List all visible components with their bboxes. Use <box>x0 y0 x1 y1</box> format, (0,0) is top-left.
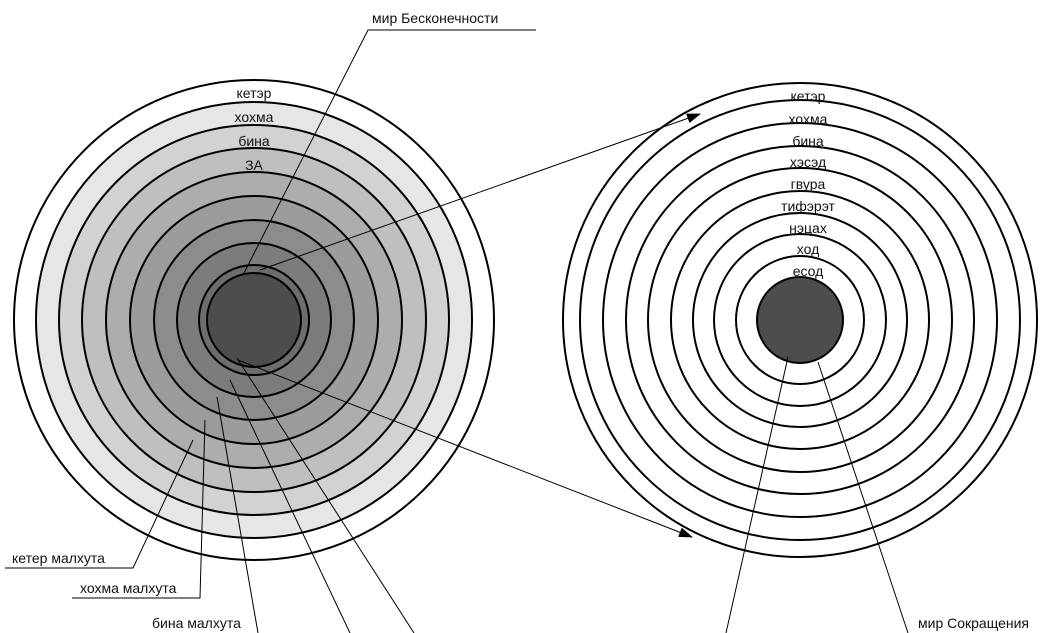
right-label-bina: бина <box>792 133 824 149</box>
left-label-bina: бина <box>238 133 270 149</box>
arrow-upper <box>259 113 701 271</box>
left-circle: кетэр хохма бина ЗА <box>13 79 495 561</box>
leader-khokhma-malkhut <box>72 419 206 599</box>
callout-khokhma-malkhut: хохма малхута <box>80 580 177 596</box>
left-core <box>206 272 302 368</box>
callout-restriction-world: мир Сокращения <box>918 615 1029 631</box>
right-core <box>756 276 844 364</box>
right-label-netsakh: нэцах <box>789 220 827 236</box>
arrow-lower <box>237 359 693 538</box>
leader-restriction-right <box>817 361 909 633</box>
right-circle: кетэр хохма бина хэсэд гвура тифэрэт нэц… <box>562 82 1038 558</box>
right-label-khesed: хэсэд <box>790 154 826 170</box>
leader-inner-2 <box>236 357 415 633</box>
leader-bina-malkhut <box>216 396 259 633</box>
callout-bina-malkhut: бина малхута <box>152 615 241 631</box>
right-label-khod: ход <box>797 241 820 257</box>
left-label-za: ЗА <box>245 157 263 173</box>
leader-infinity <box>242 29 536 276</box>
right-label-keter: кетэр <box>791 88 826 104</box>
arrows <box>237 113 701 538</box>
left-label-khokhma: хохма <box>235 109 274 125</box>
right-label-yesod: есод <box>793 263 824 279</box>
leader-lines <box>5 29 909 633</box>
right-label-gvura: гвура <box>791 176 826 192</box>
callout-infinity-world: мир Бесконечности <box>372 10 498 26</box>
right-label-khokhma: хохма <box>789 111 828 127</box>
leader-keter-malkhut <box>5 439 194 569</box>
leader-inner-1 <box>229 379 351 633</box>
right-label-tiferet: тифэрэт <box>781 198 836 214</box>
callout-keter-malkhut: кетер малхута <box>12 550 105 566</box>
leader-restriction-left <box>725 356 789 633</box>
left-label-keter: кетэр <box>237 85 272 101</box>
